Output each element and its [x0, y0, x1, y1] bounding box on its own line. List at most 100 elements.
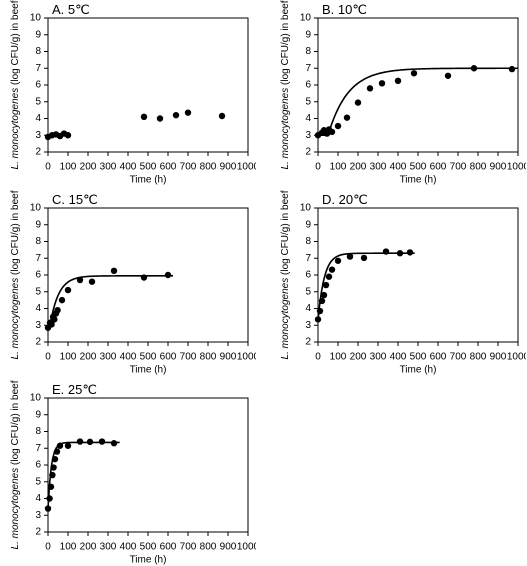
svg-text:600: 600	[160, 161, 177, 172]
svg-text:Time (h): Time (h)	[130, 554, 167, 565]
svg-text:D. 20℃: D. 20℃	[322, 192, 368, 207]
svg-text:3: 3	[35, 510, 41, 521]
svg-text:1000: 1000	[507, 351, 526, 362]
panel-c: 01002003004005006007008009001000Time (h)…	[0, 190, 256, 376]
svg-text:7: 7	[35, 63, 41, 74]
svg-text:10: 10	[30, 203, 42, 214]
svg-text:500: 500	[140, 161, 157, 172]
svg-text:8: 8	[35, 426, 41, 437]
svg-text:600: 600	[160, 351, 177, 362]
svg-text:8: 8	[35, 236, 41, 247]
svg-text:700: 700	[180, 541, 197, 552]
svg-text:4: 4	[35, 303, 41, 314]
panel-e: 01002003004005006007008009001000Time (h)…	[0, 380, 256, 566]
svg-text:600: 600	[430, 351, 447, 362]
svg-text:9: 9	[305, 29, 311, 40]
svg-text:5: 5	[35, 286, 41, 297]
svg-text:900: 900	[220, 541, 237, 552]
svg-text:800: 800	[470, 351, 487, 362]
svg-text:L. monocytogenes (log CFU/g) i: L. monocytogenes (log CFU/g) in beef	[280, 0, 291, 169]
svg-text:900: 900	[490, 351, 507, 362]
svg-text:900: 900	[220, 351, 237, 362]
svg-text:L. monocytogenes (log CFU/g) i: L. monocytogenes (log CFU/g) in beef	[10, 380, 21, 549]
svg-text:100: 100	[330, 161, 347, 172]
svg-text:200: 200	[350, 161, 367, 172]
svg-text:2: 2	[35, 337, 41, 348]
svg-text:800: 800	[200, 541, 217, 552]
svg-text:4: 4	[35, 493, 41, 504]
svg-text:800: 800	[200, 351, 217, 362]
svg-text:6: 6	[35, 270, 41, 281]
svg-text:500: 500	[140, 541, 157, 552]
svg-text:1000: 1000	[237, 351, 256, 362]
svg-text:4: 4	[305, 303, 311, 314]
svg-text:Time (h): Time (h)	[400, 174, 437, 185]
svg-text:Time (h): Time (h)	[130, 174, 167, 185]
svg-text:L. monocytogenes (log CFU/g) i: L. monocytogenes (log CFU/g) in beef	[10, 190, 21, 359]
svg-text:C. 15℃: C. 15℃	[52, 192, 98, 207]
svg-text:Time (h): Time (h)	[400, 364, 437, 375]
svg-text:6: 6	[35, 460, 41, 471]
svg-text:300: 300	[100, 161, 117, 172]
svg-text:5: 5	[35, 476, 41, 487]
svg-text:700: 700	[450, 161, 467, 172]
svg-text:8: 8	[305, 46, 311, 57]
svg-text:700: 700	[180, 351, 197, 362]
svg-text:5: 5	[305, 286, 311, 297]
svg-text:3: 3	[35, 320, 41, 331]
svg-text:100: 100	[60, 161, 77, 172]
svg-text:100: 100	[60, 541, 77, 552]
svg-text:8: 8	[305, 236, 311, 247]
svg-text:1000: 1000	[507, 161, 526, 172]
svg-text:200: 200	[350, 351, 367, 362]
svg-text:100: 100	[60, 351, 77, 362]
panel-a: 01002003004005006007008009001000Time (h)…	[0, 0, 256, 186]
svg-text:10: 10	[300, 203, 312, 214]
svg-text:L. monocytogenes (log CFU/g) i: L. monocytogenes (log CFU/g) in beef	[280, 190, 291, 359]
svg-text:4: 4	[305, 113, 311, 124]
svg-text:500: 500	[410, 351, 427, 362]
svg-text:100: 100	[330, 351, 347, 362]
svg-text:200: 200	[80, 161, 97, 172]
svg-text:2: 2	[305, 337, 311, 348]
svg-text:800: 800	[200, 161, 217, 172]
svg-text:0: 0	[45, 351, 51, 362]
svg-text:2: 2	[35, 527, 41, 538]
svg-text:400: 400	[390, 161, 407, 172]
svg-text:B. 10℃: B. 10℃	[322, 2, 367, 17]
svg-text:E. 25℃: E. 25℃	[52, 382, 97, 397]
svg-text:10: 10	[300, 13, 312, 24]
svg-text:300: 300	[370, 351, 387, 362]
svg-text:1000: 1000	[237, 161, 256, 172]
svg-text:A. 5℃: A. 5℃	[52, 2, 90, 17]
svg-text:L. monocytogenes (log CFU/g) i: L. monocytogenes (log CFU/g) in beef	[10, 0, 21, 169]
svg-text:300: 300	[100, 351, 117, 362]
panel-d: 01002003004005006007008009001000Time (h)…	[270, 190, 526, 376]
svg-text:6: 6	[35, 80, 41, 91]
svg-text:900: 900	[490, 161, 507, 172]
svg-text:500: 500	[410, 161, 427, 172]
svg-text:200: 200	[80, 541, 97, 552]
svg-text:7: 7	[305, 63, 311, 74]
svg-text:6: 6	[305, 270, 311, 281]
svg-text:8: 8	[35, 46, 41, 57]
figure-container: 01002003004005006007008009001000Time (h)…	[0, 0, 527, 566]
svg-text:200: 200	[80, 351, 97, 362]
svg-text:9: 9	[305, 219, 311, 230]
svg-text:700: 700	[180, 161, 197, 172]
svg-text:5: 5	[35, 96, 41, 107]
svg-text:9: 9	[35, 219, 41, 230]
svg-text:800: 800	[470, 161, 487, 172]
svg-text:7: 7	[305, 253, 311, 264]
svg-text:9: 9	[35, 29, 41, 40]
panel-b: 01002003004005006007008009001000Time (h)…	[270, 0, 526, 186]
svg-text:3: 3	[35, 130, 41, 141]
svg-text:2: 2	[305, 147, 311, 158]
svg-text:400: 400	[120, 161, 137, 172]
svg-text:3: 3	[305, 320, 311, 331]
svg-text:Time (h): Time (h)	[130, 364, 167, 375]
svg-text:0: 0	[315, 351, 321, 362]
svg-text:700: 700	[450, 351, 467, 362]
svg-text:0: 0	[45, 541, 51, 552]
svg-text:7: 7	[35, 443, 41, 454]
